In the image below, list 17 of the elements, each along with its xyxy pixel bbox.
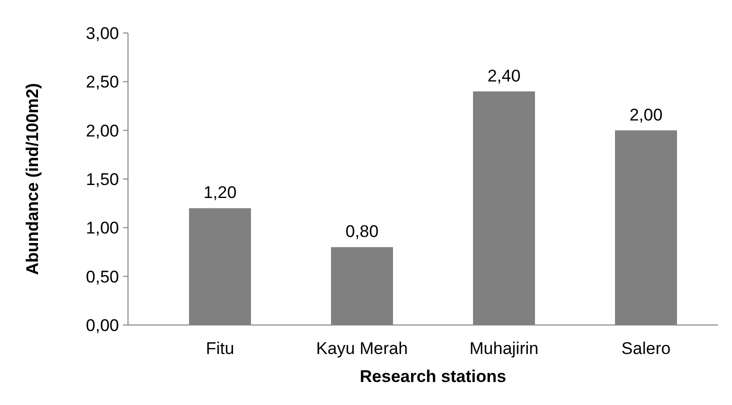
y-tick-label: 2,50 [86, 72, 119, 92]
y-tick-label: 0,00 [86, 316, 119, 335]
x-tick-label: Fitu [206, 339, 234, 358]
x-tick-label: Muhajirin [470, 339, 538, 358]
x-axis-title: Research stations [360, 367, 506, 386]
y-tick-label: 1,00 [86, 218, 119, 238]
y-axis-title: Abundance (ind/100m2) [23, 83, 42, 275]
x-tick-label: Salero [621, 339, 671, 358]
y-tick-label: 1,50 [86, 170, 119, 189]
y-tick-label: 0,50 [86, 267, 119, 286]
data-label: 2,40 [487, 66, 521, 86]
data-label: 2,00 [629, 105, 663, 124]
data-label: 0,80 [345, 222, 379, 242]
data-label: 1,20 [203, 183, 237, 202]
y-tick-label: 3,00 [86, 24, 119, 43]
y-tick-label: 2,00 [86, 121, 119, 140]
x-tick-label: Kayu Merah [316, 339, 408, 358]
